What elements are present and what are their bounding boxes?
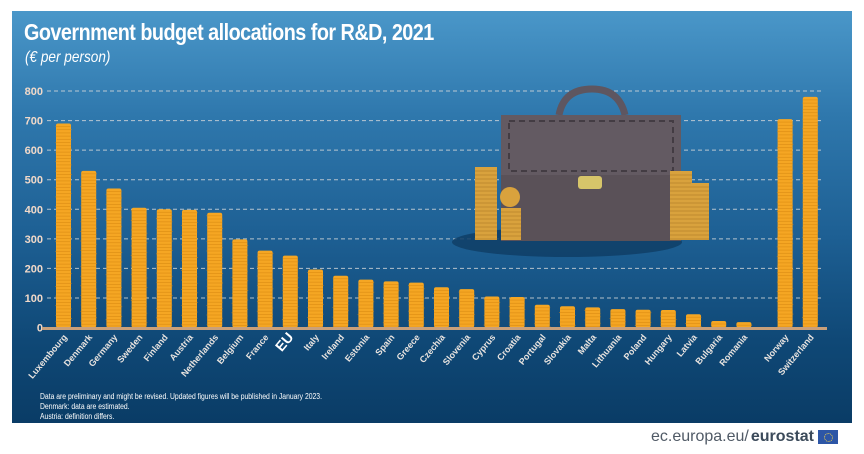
- bar: [156, 209, 172, 328]
- y-tick-label: 600: [25, 145, 43, 157]
- bar: [333, 275, 349, 328]
- bar: [534, 304, 550, 328]
- chart-title: Government budget allocations for R&D, 2…: [24, 19, 434, 45]
- x-tick-label: Malta: [576, 332, 599, 357]
- x-tick-label: France: [244, 332, 271, 361]
- decorative-coin-stack: [501, 208, 521, 240]
- bar-switzerland: [802, 96, 819, 328]
- x-tick-label: Latvia: [675, 332, 700, 359]
- bar: [635, 309, 651, 328]
- briefcase-flap: [501, 115, 681, 175]
- y-tick-label: 700: [25, 116, 43, 128]
- bar-slovakia: [559, 306, 576, 328]
- x-tick-label: Sweden: [115, 332, 145, 364]
- footnote: Denmark: data are estimated.: [40, 402, 130, 411]
- y-tick-label: 300: [25, 234, 43, 246]
- bar-netherlands: [206, 212, 223, 328]
- bar: [81, 170, 97, 328]
- bar: [182, 209, 197, 328]
- y-axis-ticks: 0 100 200 300 400 500 600 700 800: [25, 86, 43, 335]
- chart-subtitle: (€ per person): [25, 49, 111, 66]
- x-tick-label: Hungary: [643, 332, 674, 366]
- bar-estonia: [357, 279, 375, 328]
- bar-croatia: [508, 297, 526, 328]
- bar-slovenia: [458, 289, 475, 328]
- bar-austria: [181, 209, 198, 328]
- bar-france: [256, 250, 274, 328]
- decorative-coin-stacks: [475, 167, 709, 240]
- bar: [232, 239, 248, 328]
- bar-hungary: [660, 310, 677, 328]
- bar-denmark: [80, 170, 97, 328]
- x-tick-label: Spain: [373, 332, 396, 357]
- bar-sweden: [130, 207, 148, 328]
- bar: [131, 207, 147, 328]
- bar-czechia: [433, 287, 450, 328]
- x-tick-label: Belgium: [215, 332, 245, 366]
- y-tick-label: 100: [25, 293, 43, 305]
- bar-belgium: [231, 239, 249, 328]
- briefcase-clasp: [578, 176, 602, 189]
- y-tick-label: 200: [25, 263, 43, 275]
- bar-finland: [156, 209, 173, 328]
- bar-norway: [776, 119, 794, 328]
- bar: [509, 297, 525, 328]
- x-tick-label: EU: [272, 329, 297, 354]
- bar-chart: 0 100 200 300 400 500 600 700 800 LuxembourgDenm…: [25, 85, 827, 381]
- bar-italy: [307, 269, 324, 328]
- source-link[interactable]: ec.europa.eu/eurostat: [651, 428, 838, 446]
- eu-flag-icon: [818, 430, 838, 444]
- bar: [383, 281, 399, 328]
- x-tick-label: Cyprus: [470, 332, 498, 362]
- y-tick-label: 500: [25, 175, 43, 187]
- bar: [660, 310, 676, 328]
- bar: [308, 269, 323, 328]
- bar-luxembourg: [55, 123, 72, 328]
- bars: [55, 96, 819, 328]
- x-tick-label: Finland: [142, 332, 170, 363]
- bar-eu: [282, 255, 299, 328]
- bar-greece: [408, 282, 425, 328]
- bar-ireland: [332, 275, 349, 328]
- source-url-prefix: ec.europa.eu/: [651, 428, 749, 445]
- x-tick-label: Slovakia: [542, 332, 574, 367]
- x-tick-label: Estonia: [343, 332, 372, 364]
- chart-panel: Government budget allocations for R&D, 2…: [12, 11, 852, 423]
- decorative-coin-stack: [691, 183, 709, 240]
- x-axis-labels: LuxembourgDenmarkGermanySwedenFinlandAus…: [26, 329, 816, 380]
- bar: [686, 314, 701, 328]
- y-tick-label: 0: [37, 323, 43, 335]
- decorative-coin-stack: [670, 171, 692, 240]
- y-tick-label: 400: [25, 204, 43, 216]
- briefcase-handle: [555, 85, 629, 116]
- bar: [777, 119, 793, 328]
- bar-romania: [736, 322, 753, 328]
- x-tick-label: Slovenia: [441, 332, 473, 368]
- source-brand: eurostat: [750, 428, 814, 445]
- footnotes: Data are preliminary and might be revise…: [40, 392, 322, 422]
- footnote: Data are preliminary and might be revise…: [40, 392, 322, 401]
- bar-germany: [105, 188, 123, 328]
- bar-lithuania: [609, 309, 626, 328]
- x-tick-label: Romania: [717, 332, 750, 368]
- bar-bulgaria: [711, 320, 727, 328]
- bar-poland: [634, 309, 652, 328]
- bar: [434, 287, 449, 328]
- decorative-coin-stack: [475, 167, 497, 240]
- y-tick-label: 800: [25, 86, 43, 98]
- briefcase-illustration: [452, 85, 709, 257]
- bar-spain: [382, 281, 400, 328]
- bar-latvia: [685, 314, 702, 328]
- bar: [585, 307, 601, 328]
- footnote: Austria: definition differs.: [40, 412, 115, 421]
- bar-portugal: [534, 304, 551, 328]
- bar: [282, 255, 298, 328]
- x-tick-label: Italy: [302, 332, 321, 352]
- bar-malta: [584, 307, 601, 328]
- coin-icon: [500, 187, 520, 207]
- briefcase-stitch: [508, 120, 674, 172]
- bar-cyprus: [483, 296, 501, 328]
- x-tick-label: Luxembourg: [26, 332, 69, 380]
- bar: [358, 279, 374, 328]
